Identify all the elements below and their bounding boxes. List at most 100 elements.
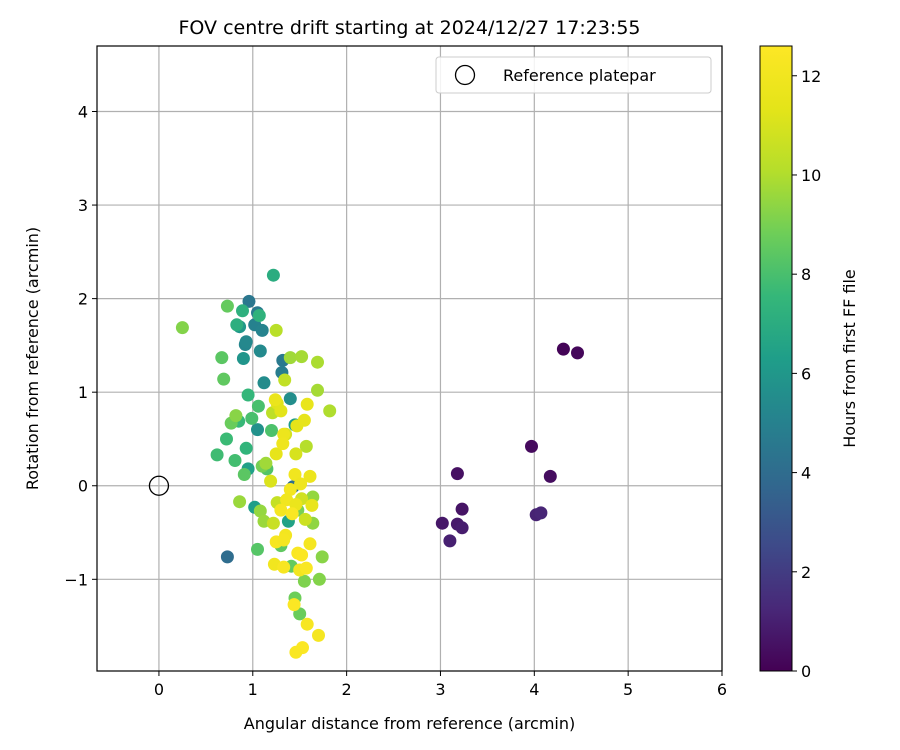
data-point <box>443 534 457 548</box>
data-point <box>251 423 264 437</box>
data-point <box>268 393 282 407</box>
x-axis-ticks: 0 1 2 3 4 5 6 <box>154 671 727 699</box>
data-point <box>239 441 253 455</box>
data-point <box>210 448 224 462</box>
data-point <box>571 346 584 360</box>
data-point <box>277 560 291 574</box>
reference-point <box>148 475 170 496</box>
data-point <box>283 351 297 365</box>
data-point <box>315 550 329 564</box>
y-tick-label: 2 <box>78 290 88 309</box>
y-axis-ticks: −1 0 1 2 3 4 <box>64 102 97 589</box>
colorbar-label: Hours from first FF file <box>840 269 859 448</box>
data-point <box>265 424 278 437</box>
data-point <box>311 355 324 369</box>
data-point <box>298 512 312 526</box>
data-point <box>230 318 244 332</box>
data-point <box>311 383 324 397</box>
data-point <box>259 456 273 470</box>
data-point <box>305 498 319 512</box>
chart-title: FOV centre drift starting at 2024/12/27 … <box>178 17 640 39</box>
y-tick-label: 0 <box>78 477 88 496</box>
data-point <box>450 467 464 481</box>
data-point <box>274 404 288 418</box>
plot-frame <box>96 45 723 672</box>
data-point <box>239 335 253 349</box>
colorbar-tick-label: 4 <box>801 464 811 483</box>
legend-label: Reference platepar <box>503 66 656 85</box>
data-point <box>285 507 299 521</box>
data-point <box>534 506 548 520</box>
grid <box>97 46 723 671</box>
colorbar-tick-label: 2 <box>801 563 811 582</box>
data-point <box>228 454 242 467</box>
data-point <box>300 397 314 411</box>
x-tick-label: 6 <box>717 680 727 699</box>
data-point <box>266 516 280 530</box>
data-point <box>264 474 278 488</box>
colorbar-tick-label: 8 <box>801 265 811 284</box>
data-point <box>455 521 469 535</box>
data-point <box>217 372 231 386</box>
data-point <box>253 344 267 358</box>
data-point <box>295 548 309 562</box>
data-point <box>323 404 337 418</box>
colorbar-tick-label: 6 <box>801 364 811 383</box>
data-point <box>297 574 311 588</box>
data-point <box>303 537 317 551</box>
data-point <box>295 350 309 364</box>
data-point <box>294 477 308 491</box>
data-point <box>289 447 303 461</box>
colorbar <box>760 46 792 671</box>
data-point <box>283 392 297 406</box>
data-point <box>543 469 557 483</box>
data-point <box>299 561 313 575</box>
x-axis-label: Angular distance from reference (arcmin) <box>244 714 575 733</box>
data-point <box>236 304 249 318</box>
data-point <box>283 483 297 496</box>
y-axis-label: Rotation from reference (arcmin) <box>23 227 42 490</box>
data-point <box>257 376 271 390</box>
colorbar-frame <box>759 45 793 672</box>
data-point <box>287 598 301 612</box>
x-tick-label: 1 <box>248 680 258 699</box>
data-point <box>241 388 255 402</box>
x-tick-label: 5 <box>623 680 633 699</box>
x-tick-label: 3 <box>435 680 445 699</box>
data-point <box>251 399 265 413</box>
data-point <box>312 572 326 586</box>
data-point <box>269 323 283 337</box>
data-point <box>245 411 259 425</box>
data-points <box>175 268 584 659</box>
data-point <box>300 617 314 631</box>
colorbar-ticks: 0 2 4 6 8 10 12 <box>792 67 821 681</box>
data-point <box>242 294 256 308</box>
data-point <box>288 468 302 481</box>
colorbar-tick-label: 0 <box>801 662 811 681</box>
data-point <box>289 645 303 659</box>
data-point <box>278 373 292 387</box>
data-point <box>299 439 313 453</box>
data-point <box>220 299 234 313</box>
y-tick-label: 3 <box>78 196 88 215</box>
data-point <box>274 503 288 517</box>
data-point <box>303 469 317 483</box>
data-point <box>220 432 233 446</box>
data-point <box>253 504 267 518</box>
data-point <box>435 516 449 530</box>
reference-marker <box>148 475 170 496</box>
data-point <box>312 628 325 642</box>
data-point <box>266 268 280 282</box>
y-tick-label: −1 <box>64 570 88 589</box>
colorbar-tick-label: 12 <box>801 67 821 86</box>
data-point <box>215 351 229 365</box>
y-tick-label: 1 <box>78 383 88 402</box>
data-point <box>233 495 247 509</box>
data-point <box>236 352 250 365</box>
x-tick-label: 0 <box>154 680 164 699</box>
data-point <box>525 439 538 453</box>
data-point <box>251 542 264 556</box>
data-point <box>255 323 269 337</box>
x-tick-label: 2 <box>342 680 352 699</box>
